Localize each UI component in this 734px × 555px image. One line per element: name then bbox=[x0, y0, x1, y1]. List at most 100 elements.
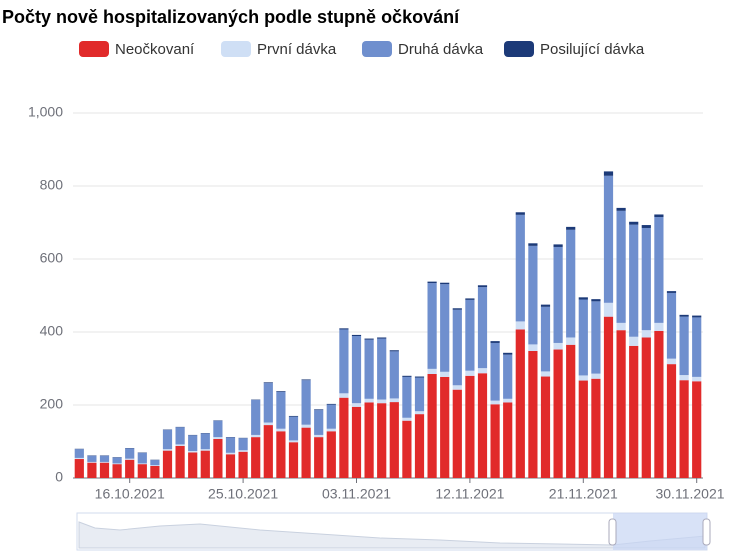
legend-swatch[interactable] bbox=[362, 41, 392, 57]
bar-segment bbox=[540, 304, 551, 307]
bar-segment bbox=[528, 344, 538, 351]
legend-label[interactable]: Posilující dávka bbox=[540, 41, 645, 58]
bar-segment bbox=[225, 454, 236, 478]
bar-segment bbox=[641, 330, 651, 338]
bar-segment bbox=[225, 452, 236, 455]
bar-segment bbox=[402, 417, 412, 421]
bar-segment bbox=[477, 373, 488, 478]
bar-segment bbox=[301, 427, 311, 478]
bar-segment bbox=[578, 380, 588, 478]
bar-segment bbox=[175, 445, 185, 478]
bar-segment bbox=[276, 391, 286, 392]
bar-segment bbox=[578, 299, 588, 376]
bar-segment bbox=[679, 380, 689, 478]
bar-segment bbox=[477, 285, 488, 288]
bar-segment bbox=[452, 389, 462, 478]
zoom-handle[interactable] bbox=[702, 518, 711, 546]
y-tick-label: 0 bbox=[55, 469, 63, 485]
bar-segment bbox=[654, 330, 664, 478]
bar-segment bbox=[566, 229, 576, 338]
legend-label[interactable]: Neočkovaní bbox=[115, 41, 195, 58]
legend-swatch[interactable] bbox=[79, 41, 109, 57]
bar-segment bbox=[326, 431, 336, 478]
bar-segment bbox=[629, 336, 639, 346]
bar-segment bbox=[641, 337, 651, 478]
bar-segment bbox=[503, 402, 513, 478]
bar-segment bbox=[679, 314, 689, 317]
bar-segment bbox=[692, 317, 702, 377]
bar-segment bbox=[402, 376, 412, 418]
bar-segment bbox=[414, 411, 425, 415]
bar-segment bbox=[150, 460, 160, 466]
bar-segment bbox=[263, 425, 273, 478]
bar-segment bbox=[326, 428, 336, 432]
bar-segment bbox=[213, 438, 223, 478]
bar-segment bbox=[162, 429, 173, 450]
bar-segment bbox=[150, 465, 160, 466]
bar-segment bbox=[99, 455, 110, 462]
bar-segment bbox=[251, 434, 261, 438]
bar-segment bbox=[566, 344, 576, 478]
bar-segment bbox=[566, 337, 576, 345]
bar-segment bbox=[452, 385, 462, 390]
bar-segment bbox=[364, 402, 374, 478]
zoom-handle[interactable] bbox=[608, 518, 617, 546]
legend-label[interactable]: Druhá dávka bbox=[398, 41, 484, 58]
bar-segment bbox=[477, 287, 488, 369]
bar-segment bbox=[515, 321, 525, 330]
bar-segment bbox=[112, 463, 122, 465]
bar-segment bbox=[364, 338, 374, 340]
bar-segment bbox=[414, 377, 425, 412]
bar-segment bbox=[188, 452, 198, 478]
bar-segment bbox=[692, 315, 702, 318]
bar-segment bbox=[74, 457, 84, 460]
bar-segment bbox=[74, 449, 84, 458]
bar-segment bbox=[616, 207, 626, 211]
legend-label[interactable]: První dávka bbox=[257, 41, 337, 58]
bar-segment bbox=[377, 399, 387, 404]
bar-segment bbox=[87, 462, 97, 478]
bar-segment bbox=[175, 427, 185, 445]
bar-segment bbox=[263, 383, 273, 423]
legend-swatch[interactable] bbox=[504, 41, 534, 57]
bar-segment bbox=[679, 375, 689, 381]
bar-segment bbox=[175, 444, 185, 446]
y-tick-label: 1,000 bbox=[28, 104, 63, 120]
bar-segment bbox=[112, 457, 122, 464]
bar-segment bbox=[666, 358, 677, 365]
bar-segment bbox=[301, 424, 311, 428]
bar-segment bbox=[402, 375, 412, 377]
bar-segment bbox=[528, 245, 538, 345]
bar-segment bbox=[213, 420, 223, 438]
bar-segment bbox=[238, 451, 248, 478]
bar-segment bbox=[276, 428, 286, 432]
bar-segment bbox=[603, 302, 614, 317]
bar-segment bbox=[288, 442, 299, 478]
bar-segment bbox=[150, 465, 160, 478]
bar-segment bbox=[263, 422, 273, 426]
bar-segment bbox=[251, 399, 261, 435]
bar-segment bbox=[654, 322, 664, 331]
bar-segment bbox=[465, 375, 475, 478]
bar-segment bbox=[679, 316, 689, 376]
bar-segment bbox=[616, 210, 626, 323]
x-tick-label: 21.11.2021 bbox=[549, 486, 618, 502]
bar-segment bbox=[515, 212, 525, 215]
bar-segment bbox=[591, 373, 601, 379]
bar-segment bbox=[326, 403, 336, 405]
bar-segment bbox=[528, 243, 538, 246]
bar-segment bbox=[200, 450, 210, 478]
bar-segment bbox=[389, 402, 399, 478]
bar-segment bbox=[288, 440, 299, 443]
bar-segment bbox=[553, 349, 563, 478]
chart-title: Počty nově hospitalizovaných podle stupn… bbox=[2, 7, 460, 27]
bar-segment bbox=[616, 322, 626, 331]
bar-segment bbox=[540, 306, 551, 372]
bar-segment bbox=[301, 379, 311, 381]
bar-segment bbox=[276, 391, 286, 429]
data-zoom[interactable] bbox=[76, 512, 711, 551]
bar-segment bbox=[314, 434, 324, 438]
legend-swatch[interactable] bbox=[221, 41, 251, 57]
zoom-selection[interactable] bbox=[613, 513, 707, 550]
